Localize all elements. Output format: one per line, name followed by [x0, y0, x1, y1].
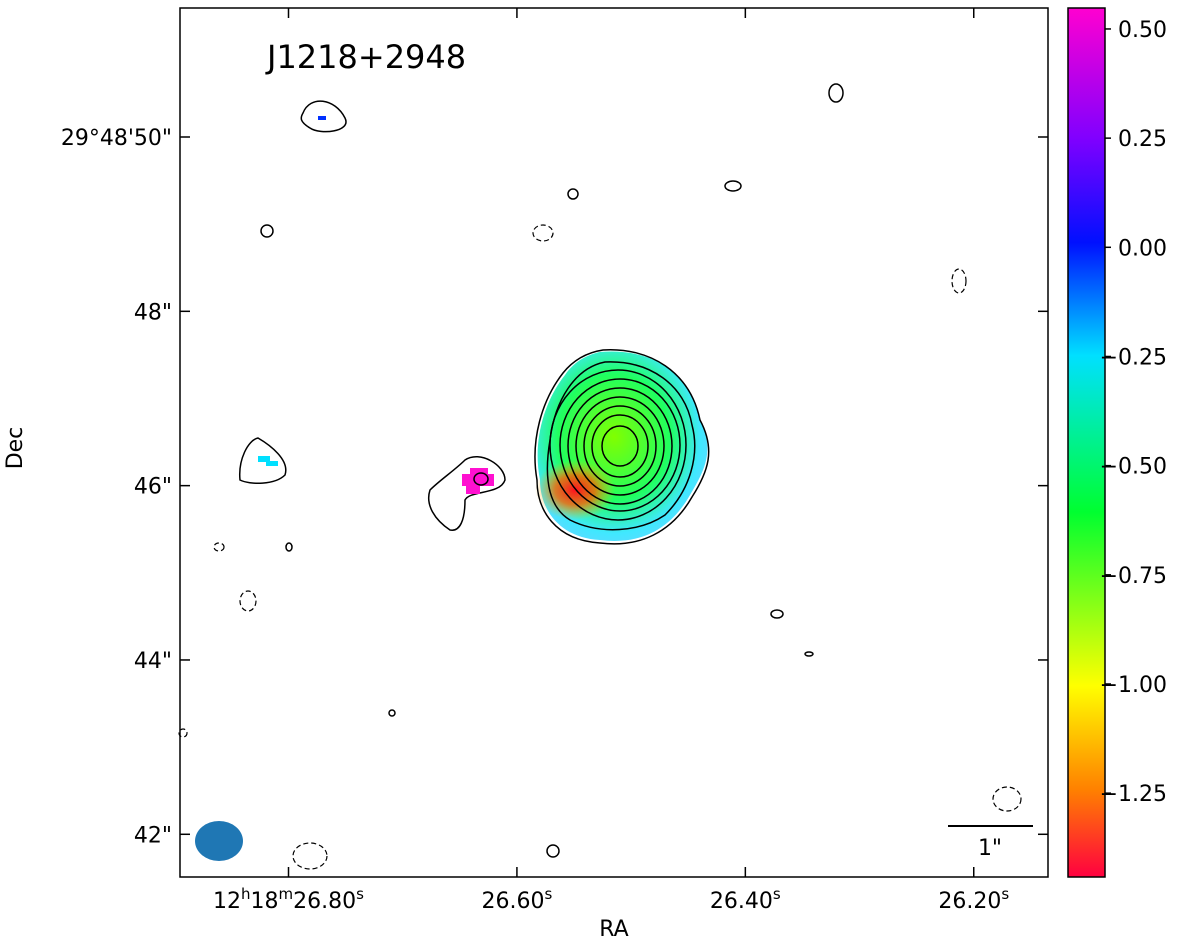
- y-tick-label: 44": [134, 649, 172, 674]
- colorbar-tick-label: −0.75: [1100, 564, 1167, 589]
- colorbar-tick-label: 0.50: [1118, 18, 1167, 43]
- y-tick-label: 29°48'50": [61, 126, 172, 151]
- y-tick-label: 48": [134, 300, 172, 325]
- colorbar-tick-label: −1.00: [1100, 673, 1167, 698]
- x-tick-label: 26.60s: [482, 885, 553, 914]
- plot-frame: [179, 7, 1049, 878]
- x-tick-label: 26.20s: [938, 885, 1009, 914]
- colorbar-tick-label: 0.00: [1118, 236, 1167, 261]
- x-tick-label: 26.40s: [710, 885, 781, 914]
- y-tick-label: 42": [134, 823, 172, 848]
- chart-title: J1218+2948: [265, 38, 466, 76]
- x-tick-label: 12h18m26.80s: [213, 885, 364, 914]
- y-tick-label: 46": [134, 475, 172, 500]
- colorbar-tick-label: −0.25: [1100, 345, 1167, 370]
- colorbar: [1067, 7, 1106, 878]
- x-axis-label: RA: [599, 917, 628, 942]
- scale-bar-label: 1": [978, 836, 1002, 861]
- colorbar-tick-label: −1.25: [1100, 782, 1167, 807]
- colorbar-tick-label: −0.50: [1100, 455, 1167, 480]
- map: [178, 83, 1033, 870]
- colorbar-tick-label: 0.25: [1118, 127, 1167, 152]
- y-axis-label: Dec: [3, 427, 28, 470]
